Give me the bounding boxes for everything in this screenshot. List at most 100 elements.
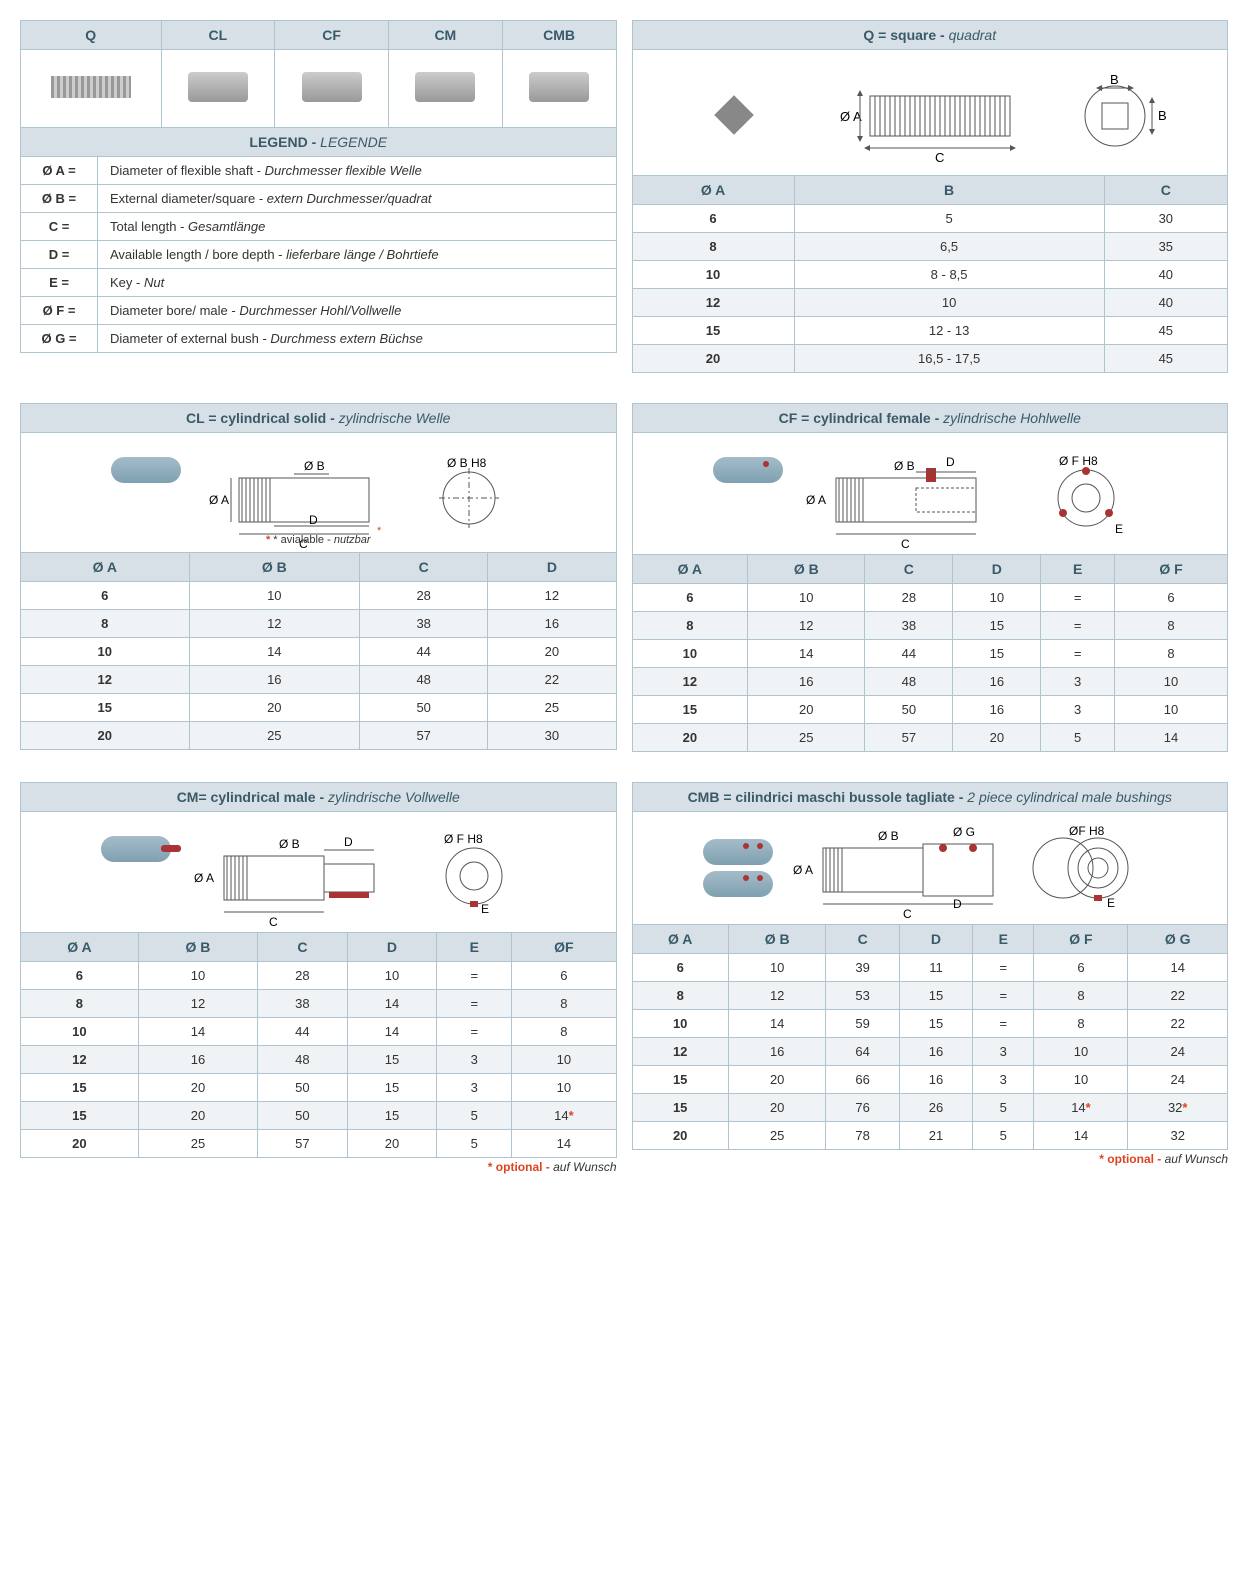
cmb-diagram-svg: Ø A Ø B Ø G C D ØF H8 E [783,818,1163,918]
table-row: 15205025 [21,693,617,721]
table-cell: 8 - 8,5 [794,261,1104,289]
table-cell: 32* [1128,1093,1228,1121]
table-cell: = [1041,583,1115,611]
table-cell: 12 [21,665,190,693]
table-cell: 28 [865,583,953,611]
cl-header-row: Ø AØ BCD [21,552,617,581]
table-cell: 14 [189,637,360,665]
col-header: Ø F [1034,924,1128,953]
cf-en: cylindrical female - [813,410,943,426]
type-col-q: Q [21,21,162,50]
legend-desc: Total length - Gesamtlänge [98,213,617,241]
table-cell: 10 [512,1046,616,1074]
col-header: D [953,554,1041,583]
table-row: 1520661631024 [632,1065,1228,1093]
table-cell: = [437,962,512,990]
table-cell: 8 [632,233,794,261]
svg-text:Ø A: Ø A [806,493,826,507]
q-diagram: Ø A C B B [632,50,1228,176]
table-cell: 10 [138,962,257,990]
cl-note-en: * avialable - [273,534,334,546]
table-cell: 35 [1104,233,1227,261]
table-cell: 16 [728,1037,826,1065]
table-row: 20255720514 [21,1130,617,1158]
q-diagram-svg: Ø A C B B [690,56,1170,166]
cl-code: CL = [186,410,220,426]
table-cell: 15 [632,317,794,345]
table-cell: 12 [21,1046,139,1074]
cm-foot-it: auf Wunsch [553,1160,616,1174]
panel-q: Q = square - quadrat [632,20,1229,373]
cf-code: CF = [779,410,814,426]
col-header: C [1104,176,1227,205]
table-cell: 11 [899,953,972,981]
table-cell: 28 [258,962,348,990]
legend-row: E =Key - Nut [21,269,617,297]
table-cell: 14 [1114,723,1227,751]
svg-text:D: D [309,513,318,527]
q-code: Q = [863,27,890,43]
svg-text:ØF H8: ØF H8 [1069,824,1105,838]
table-cell: 15 [21,1074,139,1102]
cl-note-it: nutzbar [334,534,371,546]
table-row: 1512 - 1345 [632,317,1228,345]
table-cell: 6 [512,962,616,990]
legend-symbol: C = [21,213,98,241]
legend-title: LEGEND - LEGENDE [21,128,617,157]
table-cell: 16 [488,609,616,637]
legend-symbol: D = [21,241,98,269]
legend-row: D =Available length / bore depth - liefe… [21,241,617,269]
table-cell: 15 [899,1009,972,1037]
table-cell: 14 [1128,953,1228,981]
col-header: D [899,924,972,953]
table-row: 8123814=8 [21,990,617,1018]
legend-row: Ø F =Diameter bore/ male - Durchmesser H… [21,297,617,325]
cylinder-icon [529,72,589,102]
type-img-cm [388,50,502,128]
cmb-footnote: * optional - auf Wunsch [632,1152,1229,1166]
table-cell: 20 [138,1074,257,1102]
table-cell: 5 [973,1121,1034,1149]
table-row: 108 - 8,540 [632,261,1228,289]
cf-diagram: Ø A Ø B D C Ø F H8 E [632,433,1228,555]
table-cell: 14 [728,1009,826,1037]
table-cell: 8 [21,609,190,637]
table-cell: 25 [189,721,360,749]
table-cell: 14 [512,1130,616,1158]
table-cell: 20 [138,1102,257,1130]
table-cell: 20 [21,1130,139,1158]
table-cell: 10 [347,962,437,990]
legend-desc: Diameter of external bush - Durchmess ex… [98,325,617,353]
table-cell: 5 [794,205,1104,233]
table-cell: 12 [632,289,794,317]
table-cell: = [437,1018,512,1046]
star-icon: * [266,534,270,546]
table-cell: 10 [1034,1065,1128,1093]
table-row: 15205015514* [21,1102,617,1130]
legend-table: Ø A =Diameter of flexible shaft - Durchm… [20,156,617,353]
table-cell: 10 [1114,695,1227,723]
table-cell: 22 [488,665,616,693]
table-cell: 8 [632,611,748,639]
cl-table: CL = cylindrical solid - zylindrische We… [20,403,617,750]
svg-text:C: C [901,537,910,548]
table-cell: 45 [1104,317,1227,345]
col-header: Ø B [189,552,360,581]
col-header: C [865,554,953,583]
table-cell: 6 [21,581,190,609]
cyl-3d-icon [101,836,171,862]
table-cell: 6 [632,953,728,981]
col-header: Ø A [632,554,748,583]
table-cell: 76 [826,1093,899,1121]
table-cell: 10 [748,583,865,611]
table-cell: 16 [899,1037,972,1065]
table-cell: 30 [1104,205,1227,233]
cm-table: CM= cylindrical male - zylindrische Voll… [20,782,617,1159]
svg-text:E: E [1107,896,1115,910]
table-cell: 48 [360,665,488,693]
table-cell: 10 [632,261,794,289]
q-diagram-row: Ø A C B B [632,50,1228,176]
table-cell: 15 [21,1102,139,1130]
table-row: 6103911=614 [632,953,1228,981]
table-cell: 59 [826,1009,899,1037]
